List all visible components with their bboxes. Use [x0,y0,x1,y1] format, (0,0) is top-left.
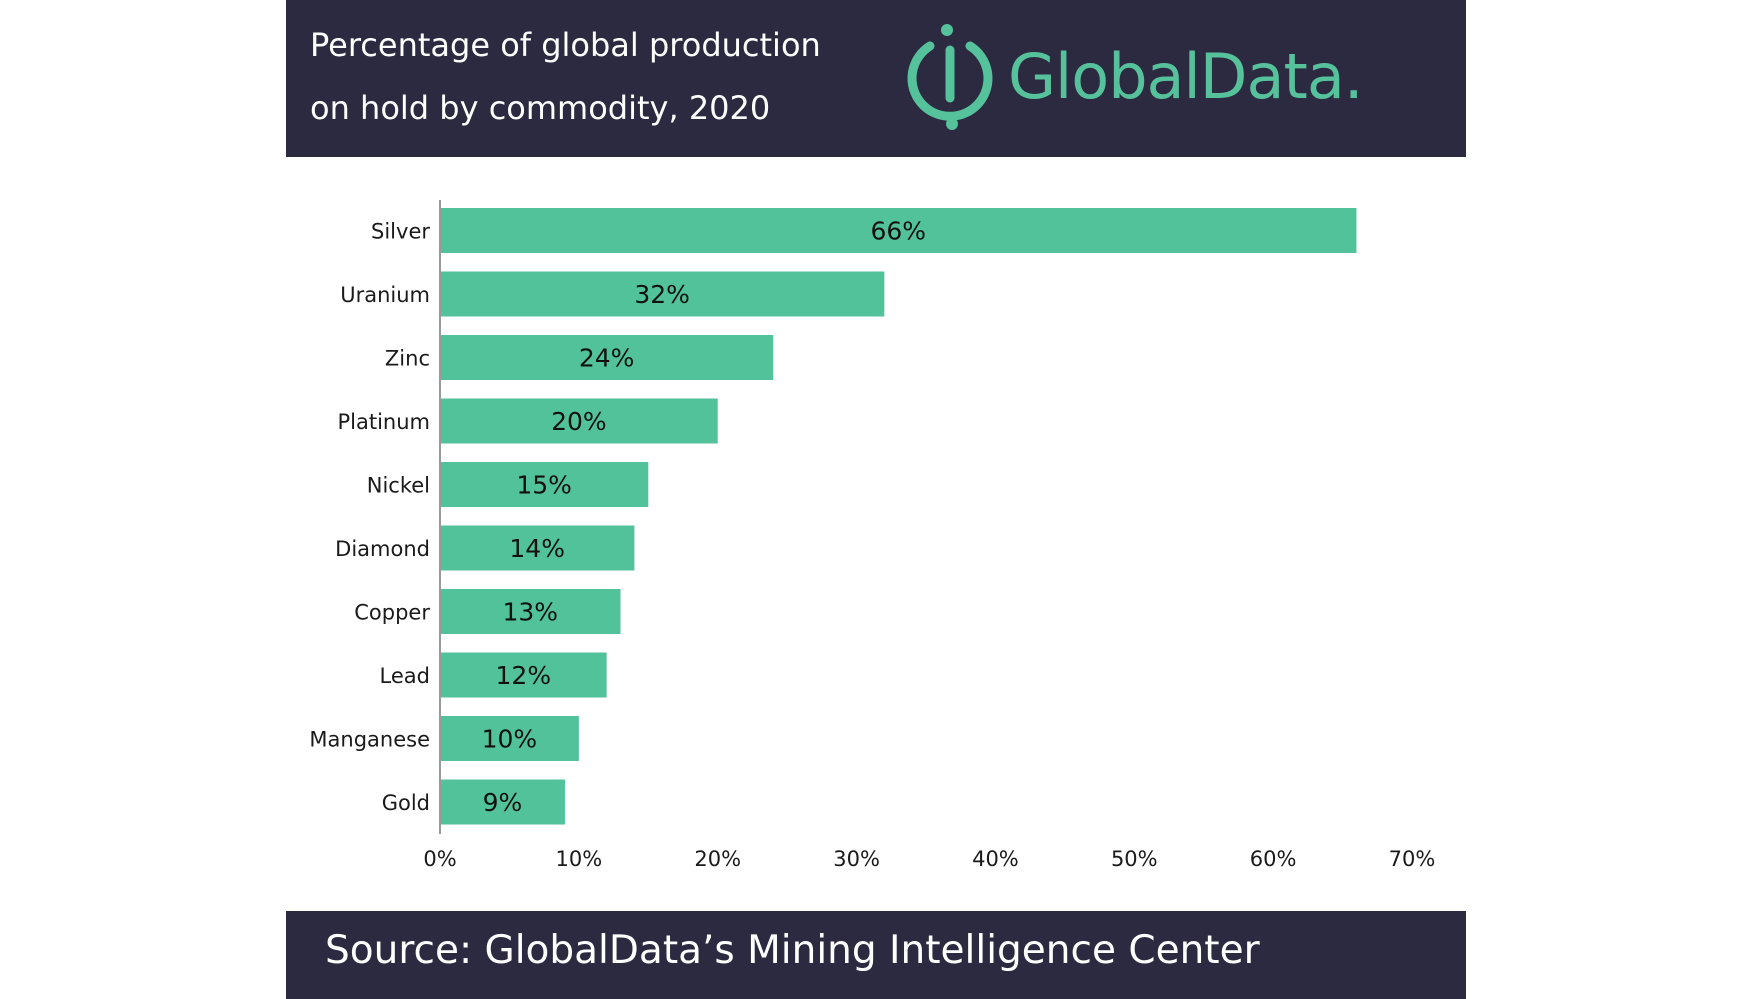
bar-lead [440,652,607,698]
value-label: 10% [482,725,538,754]
x-tick-label: 20% [694,847,741,871]
globaldata-logo-icon [907,24,993,130]
category-label: Manganese [309,728,430,752]
bar-silver [440,208,1357,253]
value-label: 32% [634,280,690,309]
bar-copper [440,589,621,634]
x-tick-label: 60% [1250,847,1297,871]
x-tick-label: 50% [1111,847,1158,871]
value-label: 15% [516,471,572,500]
bar-uranium [440,271,885,317]
bar-diamond [440,525,635,571]
category-label: Gold [382,791,430,815]
category-label: Lead [380,664,430,688]
bar-chart: 0% 10% 20% 30% 40% 50% 60% 70% Silver 66% Uranium… [309,200,1436,871]
value-label: 20% [551,407,607,436]
category-label: Platinum [337,410,430,434]
category-label: Zinc [385,347,430,371]
value-label: 9% [483,788,523,817]
source-note: Source: GlobalData’s Mining Intelligence… [325,928,1260,973]
header-banner [286,0,1466,157]
value-label: 13% [502,598,558,627]
x-tick-label: 10% [556,847,603,871]
bar-nickel [440,462,649,507]
value-label: 12% [496,661,552,690]
globaldata-wordmark: GlobalData. [1008,40,1364,113]
x-tick-label: 30% [833,847,880,871]
bar-zinc [440,335,774,380]
x-tick-label: 40% [972,847,1019,871]
value-label: 24% [579,344,635,373]
bar-gold [440,779,565,825]
bar-platinum [440,398,718,444]
category-label: Uranium [340,283,430,307]
bar-manganese [440,716,579,761]
chart-title-line-1: Percentage of global production [310,26,821,64]
category-label: Copper [354,601,430,625]
footer-banner [286,911,1466,999]
category-label: Diamond [335,537,430,561]
category-label: Nickel [367,474,430,498]
chart-title-line-2: on hold by commodity, 2020 [310,89,771,127]
category-label: Silver [371,220,430,244]
x-tick-label: 70% [1389,847,1436,871]
x-tick-label: 0% [423,847,456,871]
value-label: 66% [870,217,926,246]
globaldata-logo: GlobalData. [900,20,1460,135]
value-label: 14% [509,534,565,563]
